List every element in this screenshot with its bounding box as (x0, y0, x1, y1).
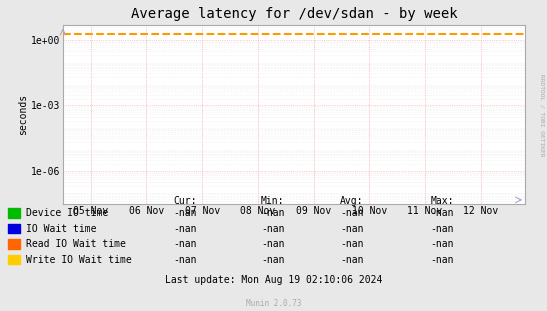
Text: Munin 2.0.73: Munin 2.0.73 (246, 299, 301, 308)
Text: -nan: -nan (430, 255, 454, 265)
Y-axis label: seconds: seconds (18, 94, 28, 135)
Text: -nan: -nan (340, 239, 364, 249)
Text: Read IO Wait time: Read IO Wait time (26, 239, 126, 249)
Text: -nan: -nan (340, 208, 364, 218)
Text: Max:: Max: (430, 196, 454, 206)
Text: -nan: -nan (340, 224, 364, 234)
Text: -nan: -nan (430, 239, 454, 249)
Text: Device IO time: Device IO time (26, 208, 108, 218)
Text: RRDTOOL / TOBI OETIKER: RRDTOOL / TOBI OETIKER (539, 74, 544, 156)
Title: Average latency for /dev/sdan - by week: Average latency for /dev/sdan - by week (131, 7, 457, 21)
Text: Avg:: Avg: (340, 196, 364, 206)
Text: -nan: -nan (340, 255, 364, 265)
Text: -nan: -nan (173, 239, 197, 249)
Text: -nan: -nan (173, 255, 197, 265)
Text: -nan: -nan (430, 224, 454, 234)
Text: IO Wait time: IO Wait time (26, 224, 97, 234)
Text: -nan: -nan (261, 208, 284, 218)
Text: Cur:: Cur: (173, 196, 197, 206)
Text: -nan: -nan (261, 255, 284, 265)
Text: -nan: -nan (261, 239, 284, 249)
Text: -nan: -nan (173, 224, 197, 234)
Text: -nan: -nan (173, 208, 197, 218)
Text: -nan: -nan (430, 208, 454, 218)
Text: Min:: Min: (261, 196, 284, 206)
Text: Write IO Wait time: Write IO Wait time (26, 255, 132, 265)
Text: -nan: -nan (261, 224, 284, 234)
Text: Last update: Mon Aug 19 02:10:06 2024: Last update: Mon Aug 19 02:10:06 2024 (165, 275, 382, 285)
